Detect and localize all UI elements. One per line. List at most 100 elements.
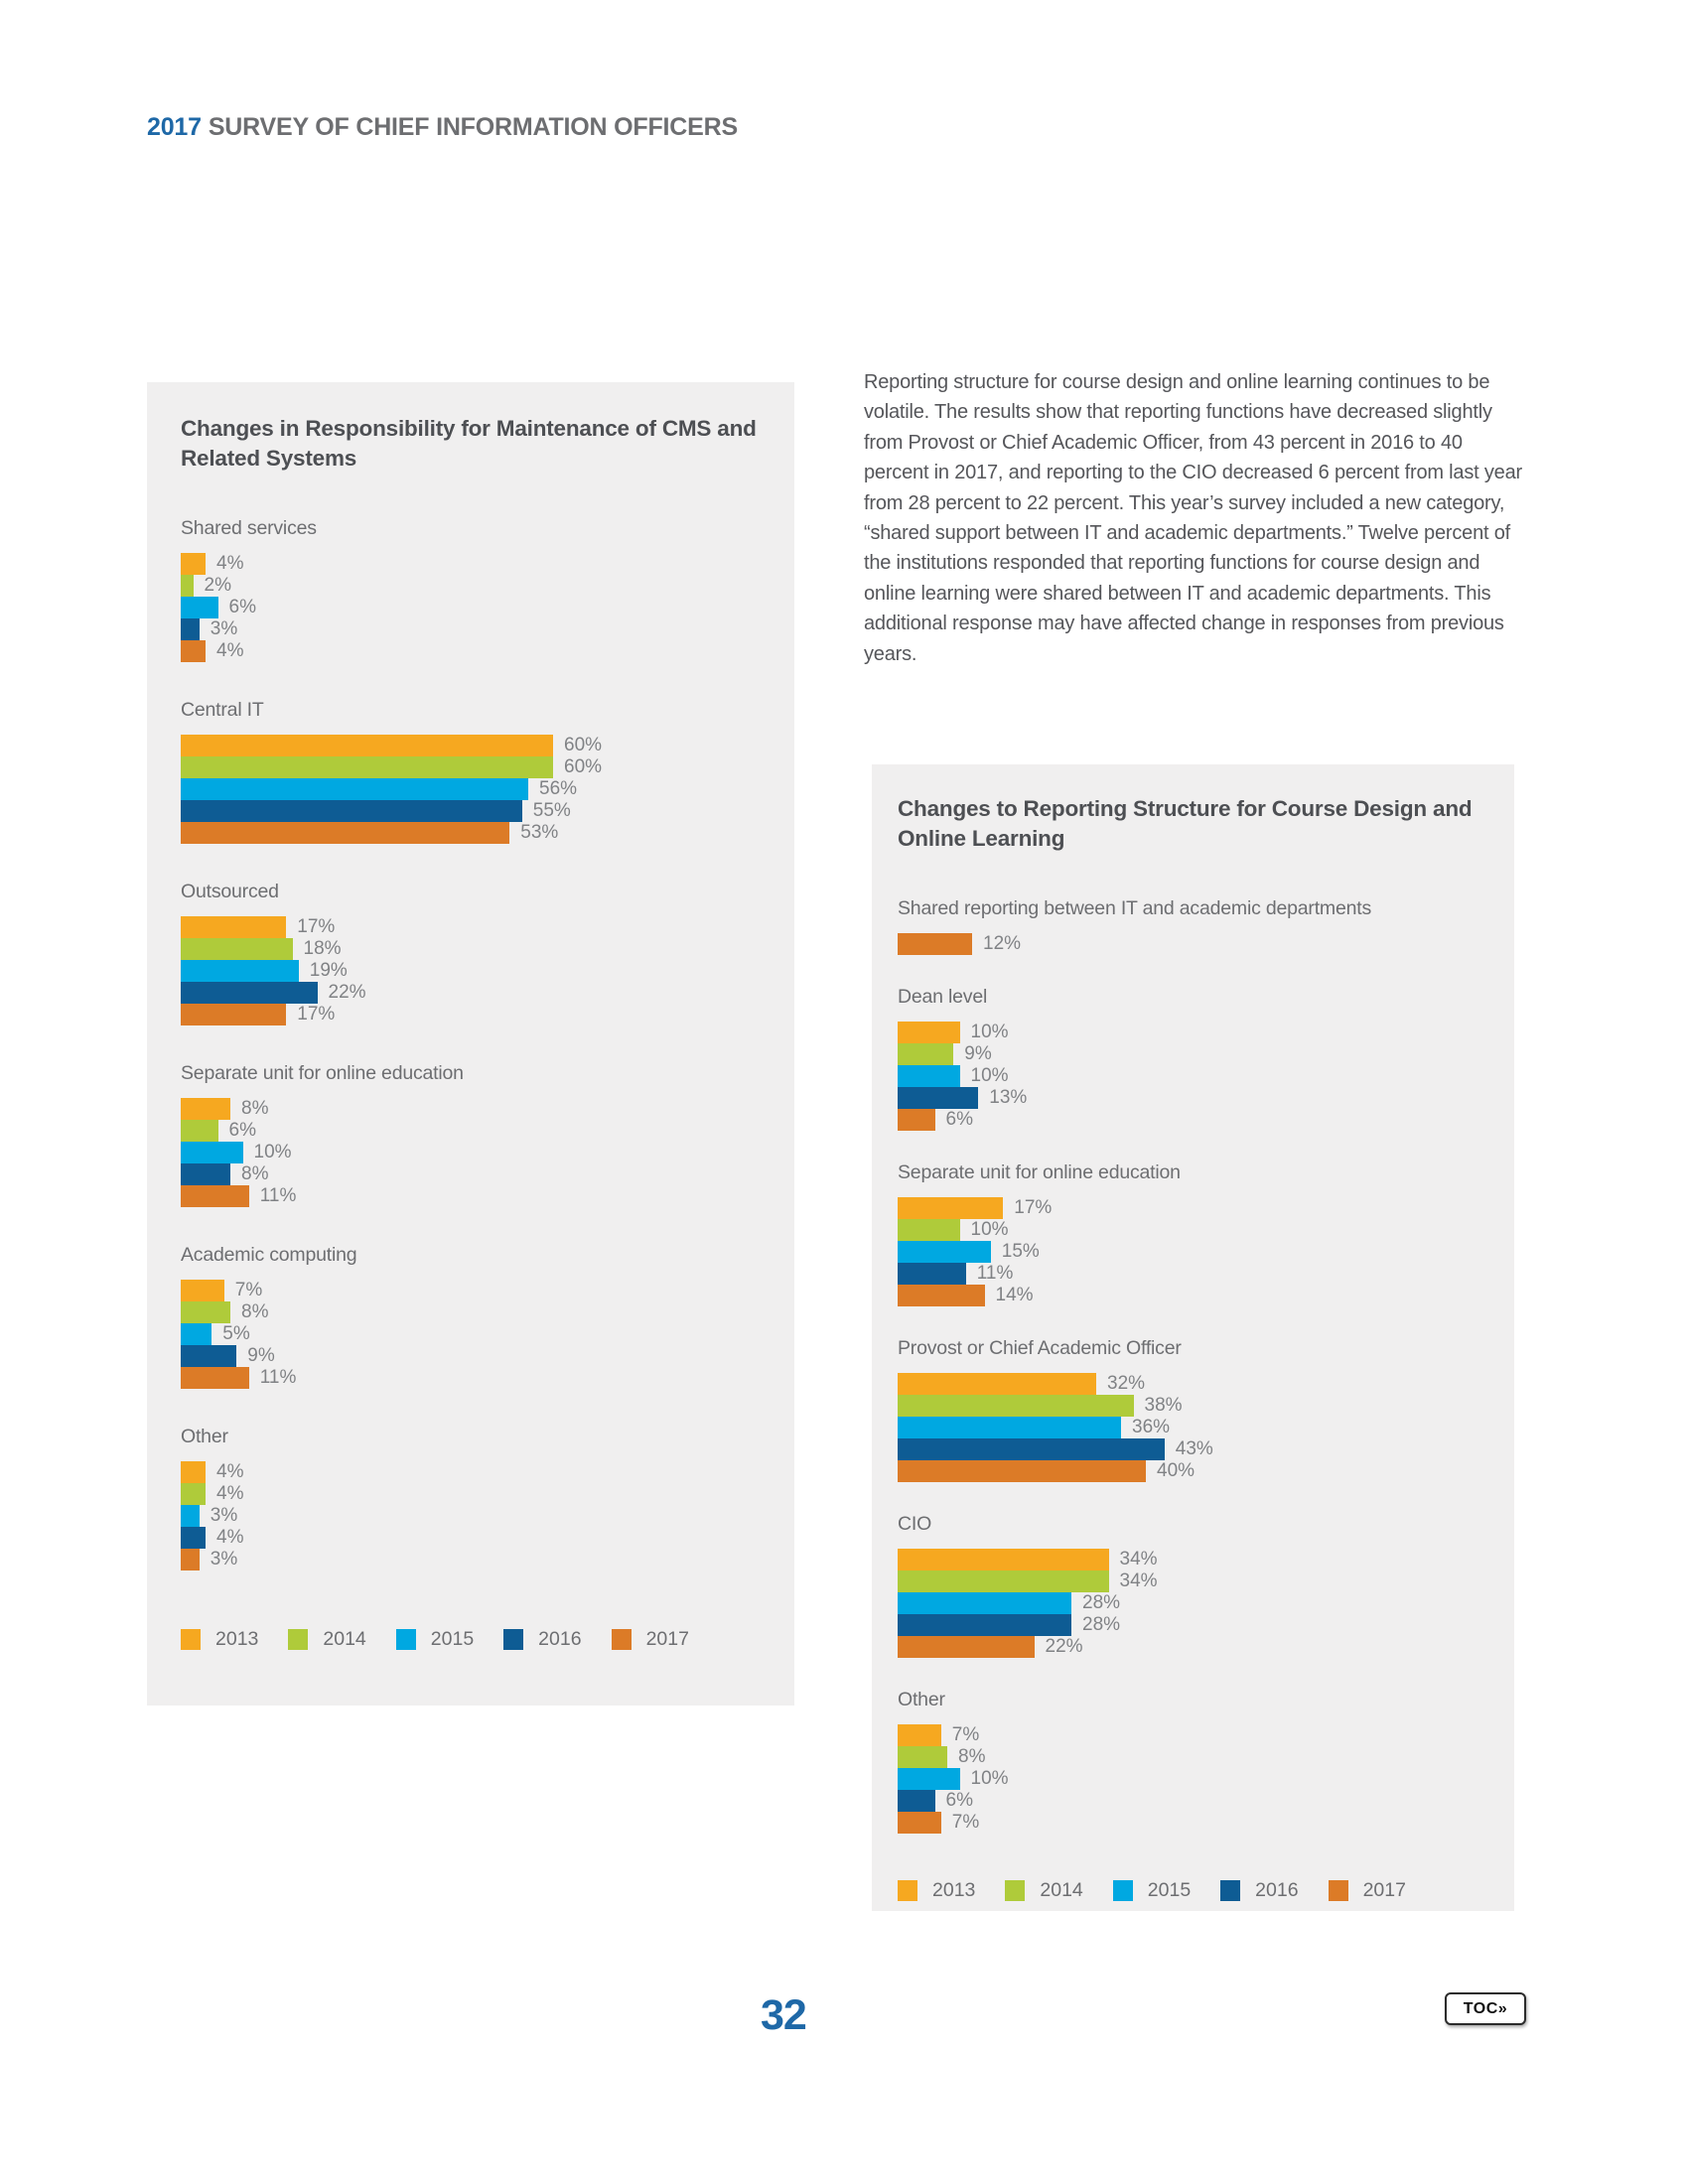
legend-item-2013: 2013 xyxy=(181,1628,258,1651)
bar-value-label: 10% xyxy=(970,1768,1009,1790)
bar-2016 xyxy=(898,1263,966,1286)
bar-row: 10% xyxy=(181,1142,761,1164)
chart-legend: 2013 2014 2015 2016 2017 xyxy=(181,1628,761,1651)
bar-2017 xyxy=(898,1285,985,1307)
bar-value-label: 6% xyxy=(945,1790,973,1812)
legend-item-2014: 2014 xyxy=(1005,1879,1083,1902)
chart-category: Separate unit for online education 17% 10%… xyxy=(898,1160,1488,1307)
chart-category: Central IT 60% 60% 56% 55% 53% xyxy=(181,698,761,845)
bar-2014 xyxy=(181,938,293,961)
bar-2014 xyxy=(898,1746,947,1769)
bar-2016 xyxy=(898,1087,979,1110)
bar-2015 xyxy=(898,1065,960,1088)
bar-value-label: 38% xyxy=(1144,1395,1183,1417)
bar-value-label: 36% xyxy=(1132,1417,1171,1438)
chart-title: Changes to Reporting Structure for Cours… xyxy=(898,796,1473,851)
bar-value-label: 7% xyxy=(951,1812,980,1834)
legend-year-label: 2015 xyxy=(430,1628,475,1651)
bar-value-label: 5% xyxy=(222,1323,250,1345)
bar-row: 17% xyxy=(181,1004,761,1026)
bar-2015 xyxy=(181,597,218,619)
bar-row: 2% xyxy=(181,575,761,598)
bar-value-label: 17% xyxy=(297,1004,336,1025)
bar-2014 xyxy=(181,1483,206,1506)
category-label: CIO xyxy=(898,1513,932,1536)
legend-swatch-2014 xyxy=(288,1629,309,1651)
bar-row: 40% xyxy=(898,1460,1488,1483)
bar-2015 xyxy=(898,1768,960,1791)
legend-swatch-2015 xyxy=(1112,1880,1133,1902)
bar-row: 9% xyxy=(181,1345,761,1368)
legend-item-2017: 2017 xyxy=(1328,1879,1406,1902)
bar-row: 43% xyxy=(898,1438,1488,1461)
bar-row: 17% xyxy=(181,916,761,939)
chart-legend: 2013 2014 2015 2016 2017 xyxy=(898,1879,1488,1902)
body-paragraph: Reporting structure for course design an… xyxy=(864,371,1522,665)
toc-button[interactable]: TOC» xyxy=(1445,1992,1526,2025)
bar-row: 4% xyxy=(181,553,761,576)
bar-value-label: 7% xyxy=(951,1724,980,1746)
legend-year-label: 2016 xyxy=(1255,1879,1299,1902)
bar-value-label: 11% xyxy=(976,1263,1014,1285)
chart-category: Other 4% 4% 3% 4% 3% xyxy=(181,1425,761,1571)
bar-value-label: 8% xyxy=(958,1746,986,1768)
bar-row: 34% xyxy=(898,1549,1488,1571)
bar-2015 xyxy=(181,778,528,801)
bar-row: 19% xyxy=(181,960,761,983)
bar-row: 60% xyxy=(181,735,761,757)
bar-2013 xyxy=(181,735,553,757)
bar-row: 10% xyxy=(898,1022,1488,1044)
bar-row: 53% xyxy=(181,822,761,845)
bar-2016 xyxy=(898,1790,935,1813)
bar-2017 xyxy=(181,640,206,663)
bar-row: 17% xyxy=(898,1197,1488,1220)
bar-row: 7% xyxy=(898,1812,1488,1835)
bar-2016 xyxy=(181,982,318,1005)
bar-2014 xyxy=(181,1301,230,1324)
category-label: Academic computing xyxy=(181,1244,357,1267)
bar-2013 xyxy=(898,1197,1004,1220)
bar-value-label: 28% xyxy=(1082,1614,1121,1636)
legend-item-2017: 2017 xyxy=(611,1628,689,1651)
bar-2017 xyxy=(181,1004,287,1026)
legend-swatch-2016 xyxy=(1220,1880,1241,1902)
bar-row: 3% xyxy=(181,618,761,641)
chart-box-reporting-structure: Changes to Reporting Structure for Cours… xyxy=(872,764,1514,1911)
bar-row: 13% xyxy=(898,1087,1488,1110)
bar-2017 xyxy=(181,822,510,845)
chart-category: Shared services 4% 2% 6% 3% 4% xyxy=(181,516,761,663)
bar-2014 xyxy=(181,1120,218,1143)
bar-2014 xyxy=(898,1570,1109,1593)
bar-row: 15% xyxy=(898,1241,1488,1264)
bar-value-label: 18% xyxy=(303,938,342,960)
legend-swatch-2015 xyxy=(395,1629,416,1651)
chart-cms-maintenance: Shared services 4% 2% 6% 3% 4% Central IT 60% 60… xyxy=(181,516,761,1651)
bar-row: 38% xyxy=(898,1395,1488,1418)
bar-value-label: 34% xyxy=(1119,1549,1158,1570)
bar-2017 xyxy=(181,1185,249,1208)
bar-value-label: 3% xyxy=(210,1549,238,1570)
bar-row: 10% xyxy=(898,1219,1488,1242)
category-label: Central IT xyxy=(181,699,264,722)
legend-year-label: 2014 xyxy=(1040,1879,1083,1902)
bar-value-label: 15% xyxy=(1001,1241,1040,1263)
bar-2015 xyxy=(181,1323,212,1346)
bar-value-label: 17% xyxy=(1014,1197,1053,1219)
bar-value-label: 10% xyxy=(970,1065,1009,1087)
bar-value-label: 6% xyxy=(228,1120,256,1142)
bar-row: 6% xyxy=(898,1109,1488,1132)
bar-row: 28% xyxy=(898,1614,1488,1637)
bar-row: 3% xyxy=(181,1505,761,1528)
bar-2016 xyxy=(898,1438,1165,1461)
bar-value-label: 22% xyxy=(1045,1636,1083,1658)
bar-2016 xyxy=(181,618,200,641)
bar-row: 8% xyxy=(898,1746,1488,1769)
legend-year-label: 2013 xyxy=(215,1628,259,1651)
legend-item-2015: 2015 xyxy=(395,1628,475,1651)
category-label: Other xyxy=(181,1426,228,1448)
bar-value-label: 28% xyxy=(1082,1592,1121,1614)
bar-value-label: 2% xyxy=(204,575,231,597)
bar-value-label: 10% xyxy=(970,1022,1009,1043)
bar-value-label: 11% xyxy=(259,1367,297,1389)
bar-row: 34% xyxy=(898,1570,1488,1593)
